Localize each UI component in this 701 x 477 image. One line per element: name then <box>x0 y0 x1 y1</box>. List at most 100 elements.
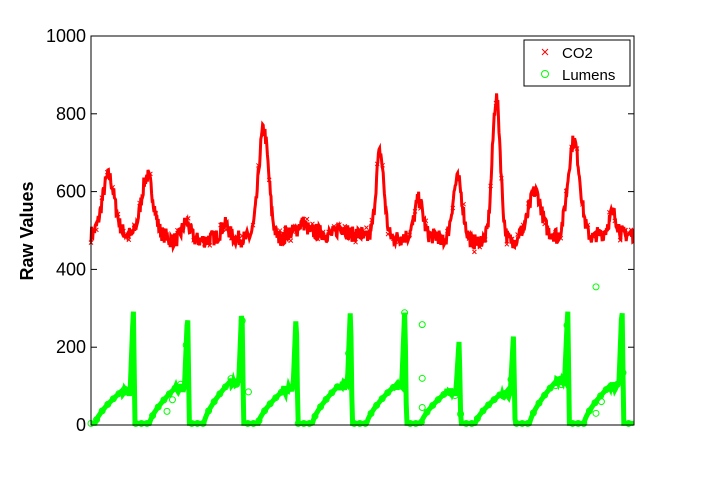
co2-point <box>250 222 256 228</box>
lumens-point <box>473 415 481 423</box>
series-lumens <box>87 283 634 427</box>
lumens-point <box>546 384 554 392</box>
lumens-outlier-point <box>418 374 426 382</box>
co2-point <box>320 229 326 235</box>
lumens-point <box>507 375 515 383</box>
co2-point <box>423 218 429 224</box>
lumens-point <box>160 396 168 404</box>
co2-point <box>461 201 466 207</box>
lumens-outlier-point <box>592 283 600 291</box>
co2-point <box>299 221 304 227</box>
lumens-point <box>423 408 431 416</box>
co2-point <box>256 163 261 168</box>
lumens-point <box>619 369 627 377</box>
co2-point <box>137 200 142 206</box>
co2-point <box>553 230 558 235</box>
lumens-point <box>165 390 173 398</box>
co2-point <box>304 216 310 222</box>
lumens-outlier-point <box>418 321 426 329</box>
co2-point <box>131 222 137 228</box>
lumens-point <box>395 382 403 390</box>
lumens-point <box>378 395 386 403</box>
lumens-point <box>339 380 347 388</box>
legend-marker-lumens <box>541 70 549 78</box>
co2-point <box>455 175 461 180</box>
y-axis-label: Raw Values <box>17 181 37 280</box>
lumens-point <box>283 387 291 395</box>
lumens-point <box>233 380 241 388</box>
co2-point <box>547 234 553 240</box>
co2-point <box>218 222 223 228</box>
lumens-point <box>272 394 280 402</box>
co2-point <box>153 211 159 216</box>
lumens-point <box>255 417 263 425</box>
co2-point <box>239 233 245 239</box>
lumens-point <box>126 385 134 393</box>
co2-point <box>477 244 483 250</box>
co2-point <box>520 222 526 228</box>
lumens-point <box>501 389 509 397</box>
co2-point <box>272 225 277 230</box>
lumens-point <box>322 395 330 403</box>
co2-point <box>288 238 294 244</box>
lumens-point <box>333 383 341 391</box>
co2-point <box>126 237 132 243</box>
lumens-point <box>249 419 257 427</box>
lumens-point <box>109 395 117 403</box>
co2-point <box>207 243 213 248</box>
co2-point <box>369 217 375 223</box>
co2-point <box>293 229 299 234</box>
co2-point <box>342 223 348 229</box>
lumens-point <box>373 401 381 409</box>
lumens-point <box>93 416 101 424</box>
lumens-point <box>401 309 409 317</box>
lumens-point <box>434 396 442 404</box>
lumens-outlier-point <box>244 388 252 396</box>
co2-point <box>466 236 472 241</box>
co2-point <box>202 241 207 247</box>
y-tick-label: 0 <box>76 415 86 435</box>
co2-point <box>482 237 488 242</box>
lumens-point <box>613 380 621 388</box>
lumens-point <box>367 410 375 418</box>
co2-point <box>374 161 380 167</box>
co2-point <box>601 230 607 236</box>
y-tick-label: 400 <box>56 259 86 279</box>
co2-point <box>234 234 240 240</box>
co2-point <box>439 234 445 240</box>
co2-point <box>175 227 180 233</box>
co2-point <box>229 235 234 241</box>
lumens-point <box>451 392 459 400</box>
series-co2 <box>88 93 635 255</box>
co2-point <box>283 226 288 232</box>
y-tick-label: 200 <box>56 337 86 357</box>
co2-point <box>364 225 369 230</box>
co2-point <box>612 218 618 224</box>
lumens-point <box>115 390 123 398</box>
y-tick-label: 1000 <box>46 26 86 46</box>
lumens-point <box>311 412 319 420</box>
co2-point <box>445 228 450 234</box>
lumens-point <box>490 396 498 404</box>
co2-point <box>245 233 250 239</box>
co2-point <box>115 211 121 217</box>
co2-point <box>266 177 272 183</box>
lumens-point <box>608 385 616 393</box>
co2-point <box>585 222 591 228</box>
lumens-point <box>535 399 543 407</box>
lumens-point <box>238 317 246 325</box>
co2-point <box>331 223 337 229</box>
legend-marker-co2 <box>541 48 549 56</box>
lumens-outlier-point <box>592 409 600 417</box>
lumens-point <box>361 419 369 427</box>
co2-point <box>315 236 321 242</box>
lumens-point <box>177 380 185 388</box>
co2-point <box>326 229 331 235</box>
lumens-point <box>524 419 532 427</box>
lumens-point <box>557 381 565 389</box>
lumens-point <box>625 419 633 427</box>
lumens-point <box>227 375 235 383</box>
legend-label: CO2 <box>562 45 593 62</box>
co2-point <box>277 228 283 233</box>
